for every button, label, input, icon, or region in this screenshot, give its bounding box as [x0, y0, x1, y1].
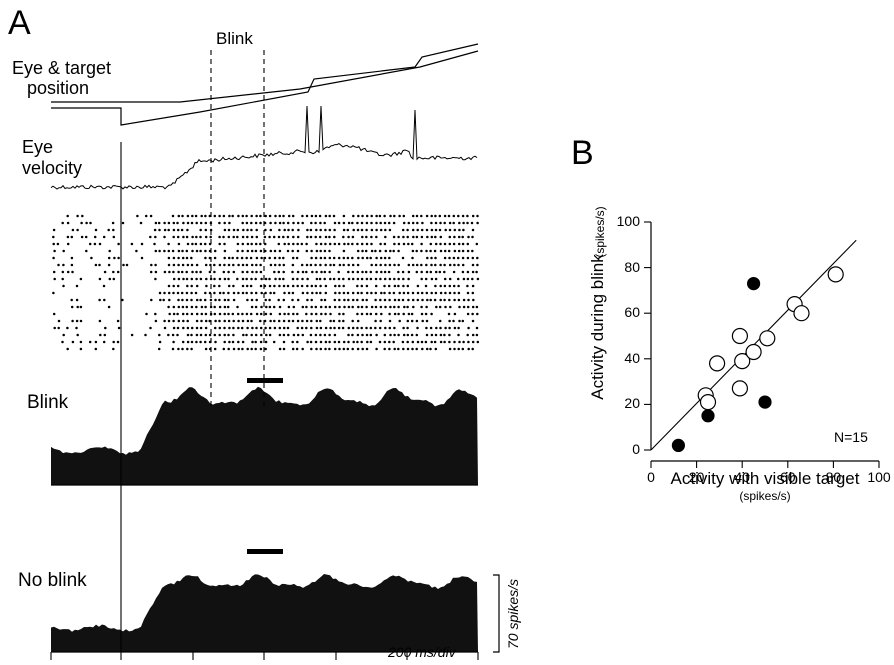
eye-velocity-label-line2: velocity [22, 158, 83, 178]
histogram-blink-label: Blink [27, 392, 69, 413]
x-tick-label: 20 [688, 469, 705, 485]
open-data-point [745, 343, 762, 361]
y-axis-ticks [644, 221, 651, 451]
open-data-point [708, 355, 726, 372]
open-data-point [827, 266, 844, 283]
eye-target-label-line1: Eye & target [12, 58, 112, 78]
open-data-point [731, 327, 749, 345]
x-tick-label: 100 [867, 469, 891, 485]
y-tick-label: 80 [624, 258, 640, 275]
open-data-point [699, 394, 717, 411]
x-tick-label: 40 [734, 469, 750, 485]
panel-b-scatter [644, 221, 880, 468]
panel-a [50, 43, 500, 660]
histogram-blink [51, 386, 478, 485]
eye-velocity-trace [50, 105, 478, 190]
spike-raster [52, 214, 480, 351]
scale-bar [493, 574, 500, 653]
filled-data-point [701, 409, 715, 423]
x-tick-label: 80 [825, 469, 842, 485]
target-position-trace [51, 50, 479, 103]
eye-position-trace [51, 43, 479, 126]
histogram-no-blink-label: No blink [18, 570, 87, 591]
x-tick-label: 60 [780, 469, 796, 485]
y-axis-label: Activity during blink [588, 254, 607, 400]
eye-target-label-line2: position [27, 78, 90, 98]
filled-data-point [746, 277, 761, 291]
open-data-point [731, 380, 749, 397]
time-scale-label: 200 ms/div [388, 644, 456, 660]
x-axis-unit: (spikes/s) [739, 489, 791, 503]
time-axis-ticks [50, 652, 479, 660]
y-tick-label: 100 [616, 213, 640, 229]
panel-letter-a: A [8, 4, 31, 42]
x-axis-label: Activity with visible target [670, 469, 860, 488]
histogram-no-blink [51, 574, 478, 652]
scale-bar-label: 70 spikes/s [505, 578, 521, 650]
analysis-window-bar-blink [247, 378, 283, 383]
blink-marker-label: Blink [216, 29, 253, 48]
eye-velocity-label-line1: Eye [22, 137, 54, 157]
y-axis-unit: (spikes/s) [593, 206, 607, 258]
filled-data-point [758, 395, 772, 409]
panel-letter-b: B [571, 134, 594, 172]
x-axis-ticks [650, 461, 880, 468]
y-tick-label: 20 [624, 395, 640, 412]
y-tick-label: 60 [624, 304, 640, 321]
open-data-point [793, 305, 810, 322]
sample-size-label: N=15 [834, 429, 868, 445]
y-tick-label: 40 [624, 349, 640, 366]
analysis-window-bar-no-blink [247, 549, 283, 554]
y-tick-label: 0 [632, 441, 640, 457]
x-tick-label: 0 [647, 469, 655, 485]
filled-data-point [671, 438, 686, 452]
scatter-points [671, 266, 844, 452]
open-data-point [734, 353, 751, 370]
open-data-point [759, 330, 776, 347]
